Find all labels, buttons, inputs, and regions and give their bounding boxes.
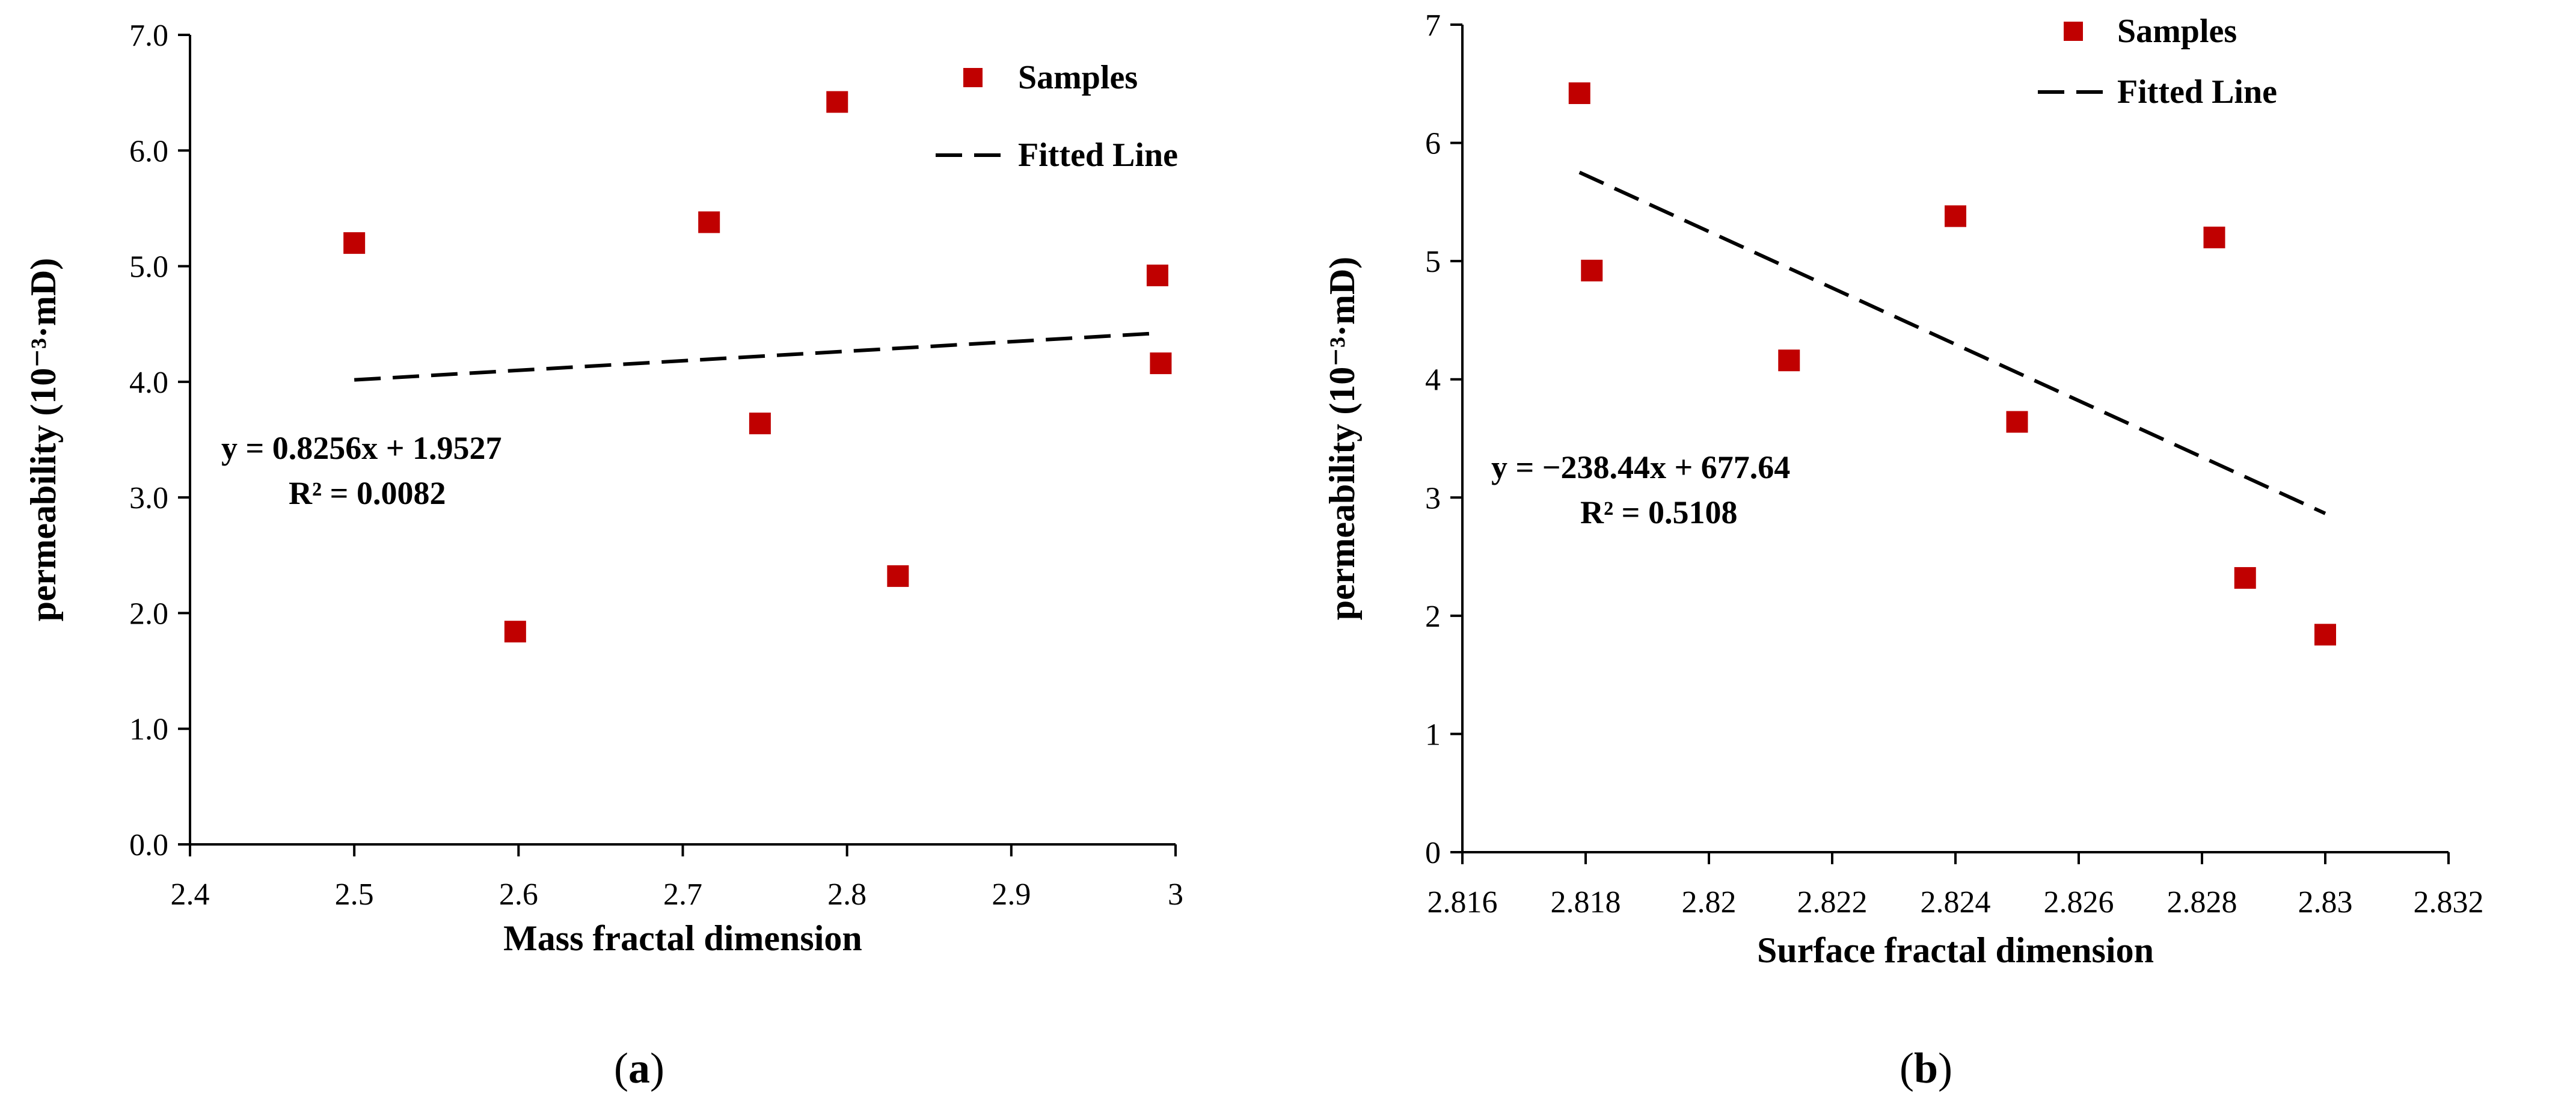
y-tick-label: 5 — [1425, 245, 1441, 279]
sample-point — [1146, 264, 1168, 286]
sample-point — [2314, 624, 2336, 646]
fitted-line — [1578, 170, 2326, 515]
y-tick-label: 7 — [1425, 8, 1441, 43]
x-tick-label: 2.818 — [1551, 885, 1621, 920]
panel-caption: (b) — [1900, 1044, 1952, 1092]
legend-fitted-line-label: Fitted Line — [2117, 73, 2277, 111]
x-tick-label: 2.816 — [1428, 885, 1498, 920]
x-tick-label: 2.7 — [663, 877, 702, 912]
panel-caption: (a) — [614, 1044, 664, 1092]
panel-caption-letter: b — [1914, 1044, 1938, 1092]
legend-samples-marker — [963, 68, 983, 87]
y-tick-label: 1.0 — [129, 713, 168, 747]
sample-point — [887, 565, 909, 587]
sample-point — [504, 621, 526, 643]
x-tick-label: 2.6 — [499, 877, 538, 912]
y-tick-label: 2.0 — [129, 597, 168, 631]
sample-point — [2006, 411, 2028, 433]
x-tick-label: 2.8 — [827, 877, 866, 912]
y-axis-title: permeability (10⁻³·mD) — [23, 258, 63, 622]
x-tick-label: 2.83 — [2298, 885, 2353, 920]
legend-samples-label: Samples — [1018, 59, 1138, 96]
chart-a: 2.4 2.5 2.6 2.7 2.8 2.9 3 0.0 1.0 2.0 3.0 4.0 5.0 6.0… — [23, 19, 1183, 1092]
x-tick-label: 3 — [1168, 877, 1183, 912]
y-axis-title: permeability (10⁻³·mD) — [1322, 257, 1362, 621]
y-tick-label: 6.0 — [129, 134, 168, 168]
x-tick-label: 2.828 — [2167, 885, 2237, 920]
chart-b: 2.816 2.818 2.82 2.822 2.824 2.826 2.828 2.83 2.… — [1322, 8, 2484, 1092]
x-tick-label: 2.826 — [2044, 885, 2114, 920]
regression-equation: y = −238.44x + 677.64 — [1491, 449, 1790, 485]
y-tick-label: 4 — [1425, 363, 1441, 398]
legend-samples-marker — [2064, 22, 2083, 41]
legend-samples-label: Samples — [2117, 13, 2237, 50]
y-tick-label: 7.0 — [129, 19, 168, 53]
x-axis-title: Surface fractal dimension — [1757, 930, 2154, 970]
sample-point — [2234, 567, 2256, 589]
y-tick-label: 0.0 — [129, 828, 168, 862]
x-tick-label: 2.824 — [1921, 885, 1991, 920]
sample-point — [698, 211, 720, 233]
y-tick-label: 1 — [1425, 717, 1441, 752]
y-tick-label: 6 — [1425, 127, 1441, 161]
sample-point — [343, 232, 366, 254]
r-squared: R² = 0.0082 — [289, 475, 446, 511]
sample-point — [2203, 226, 2225, 248]
sample-point — [826, 91, 848, 113]
y-tick-label: 0 — [1425, 836, 1441, 870]
fitted-line — [354, 331, 1161, 382]
sample-point — [1945, 205, 1966, 227]
x-tick-label: 2.822 — [1797, 885, 1868, 920]
regression-equation: y = 0.8256x + 1.9527 — [221, 430, 502, 466]
y-tick-label: 2 — [1425, 600, 1441, 634]
panel-caption-letter: a — [628, 1044, 650, 1092]
x-tick-label: 2.832 — [2414, 885, 2484, 920]
x-tick-label: 2.5 — [335, 877, 374, 912]
y-tick-label: 3 — [1425, 481, 1441, 515]
sample-point — [1150, 352, 1172, 375]
y-tick-label: 4.0 — [129, 366, 168, 400]
sample-point — [1581, 259, 1603, 281]
sample-point — [1568, 82, 1590, 105]
legend-fitted-line-label: Fitted Line — [1018, 137, 1178, 174]
x-axis-title: Mass fractal dimension — [503, 918, 862, 958]
x-tick-label: 2.4 — [171, 877, 210, 912]
r-squared: R² = 0.5108 — [1580, 494, 1737, 530]
x-tick-label: 2.82 — [1682, 885, 1737, 920]
x-tick-label: 2.9 — [992, 877, 1031, 912]
sample-point — [749, 413, 771, 435]
y-tick-label: 3.0 — [129, 481, 168, 515]
sample-point — [1778, 349, 1800, 372]
y-tick-label: 5.0 — [129, 250, 168, 284]
